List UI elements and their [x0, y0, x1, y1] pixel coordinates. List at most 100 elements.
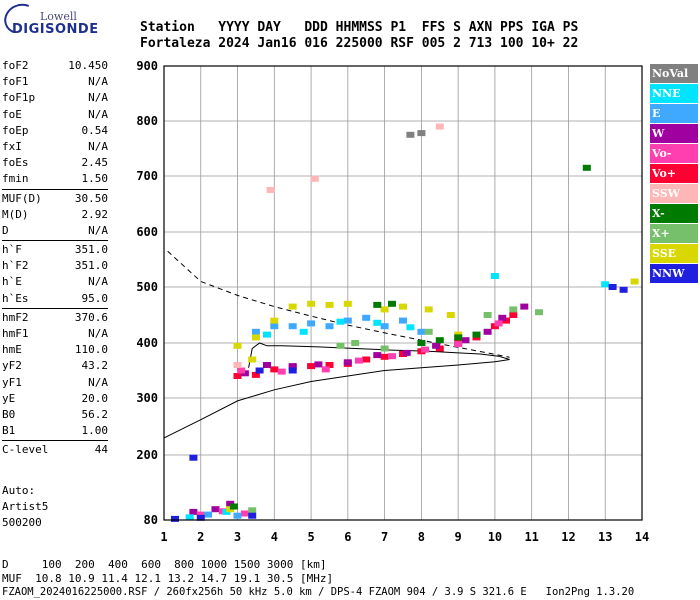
- param-value: N/A: [88, 139, 108, 153]
- trace-point-noval: [406, 131, 415, 138]
- param-row: B0 56.2: [2, 407, 108, 423]
- x-tick-label: 13: [598, 530, 612, 544]
- trace-point-e: [343, 317, 352, 324]
- param-name: h`F2: [2, 259, 29, 273]
- auto-label: Auto:: [2, 484, 36, 497]
- trace-point-x: [424, 328, 433, 335]
- param-row: foF1 N/A: [2, 74, 108, 90]
- trace-point-e: [251, 328, 260, 335]
- trace-point-e: [325, 323, 334, 330]
- footer-muf-row: MUF 10.8 10.9 11.4 12.1 13.2 14.7 19.1 3…: [2, 572, 334, 585]
- trace-point-sse: [325, 301, 334, 308]
- trace-point-e: [204, 511, 213, 518]
- trace-point-vo: [354, 357, 363, 364]
- trace-point-ssw: [310, 175, 319, 182]
- x-tick-label: 4: [271, 530, 278, 544]
- trace-point-vo: [362, 356, 371, 363]
- trace-point-e: [399, 317, 407, 324]
- trace-point-w: [520, 303, 529, 310]
- param-row: foE N/A: [2, 107, 108, 123]
- trace-point-ssw: [233, 362, 242, 368]
- param-row: foEp 0.54: [2, 123, 108, 139]
- x-tick-label: 8: [418, 530, 425, 544]
- trace-point-nne: [601, 281, 610, 288]
- plot-border: [163, 65, 643, 521]
- param-value: 95.0: [81, 291, 109, 305]
- param-value: 1.50: [81, 172, 109, 186]
- legend-item-sse: SSE: [650, 244, 698, 263]
- trace-point-vo: [325, 362, 334, 368]
- param-row: hmF1 N/A: [2, 326, 108, 342]
- trace-point-x: [535, 309, 543, 316]
- x-tick-label: 7: [381, 530, 388, 544]
- trace-point-vo: [321, 366, 330, 373]
- param-name: foF2: [2, 59, 29, 72]
- trace-point-x: [229, 503, 238, 510]
- y-tick-label: 300: [136, 391, 158, 405]
- x-tick-label: 14: [635, 530, 649, 544]
- trace-point-sse: [424, 306, 433, 313]
- x-tick-label: 5: [307, 530, 314, 544]
- auto-artist: Artist5: [2, 500, 49, 513]
- y-tick-label: 700: [136, 169, 158, 183]
- param-row: MUF(D) 30.50: [2, 191, 108, 207]
- param-name: foF1: [2, 75, 29, 89]
- footer-file-row: FZAOM_2024016225000.RSF / 260fx256h 50 k…: [2, 586, 635, 598]
- trace-point-sse: [251, 334, 260, 341]
- trace-point-vo: [454, 341, 463, 348]
- param-name: fxI: [2, 139, 22, 153]
- param-value: 2.45: [81, 156, 109, 170]
- y-tick-label: 600: [136, 225, 158, 239]
- param-separator: [2, 240, 108, 242]
- y-tick-label: 900: [136, 59, 158, 73]
- param-value: N/A: [88, 91, 108, 105]
- param-row: fxI N/A: [2, 139, 108, 155]
- trace-point-noval: [417, 130, 426, 137]
- trace-point-x: [336, 342, 345, 349]
- param-value: 10.450: [68, 59, 108, 72]
- trace-point-x: [351, 340, 360, 346]
- trace-point-nne: [336, 318, 345, 325]
- param-value: N/A: [88, 327, 108, 340]
- param-row: yE 20.0: [2, 391, 108, 407]
- trace-point-nne: [373, 319, 382, 326]
- x-tick-label: 1: [160, 530, 167, 544]
- trace-point-vo: [307, 363, 316, 370]
- param-name: fmin: [2, 172, 29, 186]
- legend-item-nnw: NNW: [650, 264, 698, 283]
- param-name: MUF(D): [2, 191, 42, 205]
- y-tick-label: 80: [144, 513, 158, 527]
- trace-point-sse: [288, 303, 297, 310]
- param-value: 351.0: [74, 259, 108, 273]
- param-value: 1.00: [81, 424, 109, 438]
- trace-point-nnw: [288, 367, 297, 374]
- logo-lowell: Lowell: [40, 10, 77, 23]
- legend-item-vo: Vo-: [650, 144, 698, 163]
- trace-point-x: [388, 300, 396, 307]
- trace-point-nnw: [619, 286, 628, 293]
- param-row: h`E N/A: [2, 274, 108, 290]
- trace-point-w: [343, 359, 352, 366]
- trace-point-x: [582, 164, 591, 171]
- param-row: foEs 2.45: [2, 155, 108, 171]
- param-name: hmF2: [2, 310, 29, 324]
- legend-item-noval: NoVal: [650, 64, 698, 83]
- param-name: foF1p: [2, 91, 36, 105]
- param-value: 44: [94, 443, 108, 457]
- param-row: B1 1.00: [2, 423, 108, 439]
- param-value: 30.50: [74, 191, 108, 205]
- trace-point-e: [270, 323, 279, 330]
- param-value: 20.0: [81, 391, 109, 405]
- param-name: h`F: [2, 243, 22, 257]
- param-row: D N/A: [2, 223, 108, 239]
- param-name: yE: [2, 391, 16, 405]
- param-value: N/A: [88, 275, 108, 289]
- legend-item-vo: Vo+: [650, 164, 698, 183]
- param-value: N/A: [88, 75, 108, 89]
- param-name: foEs: [2, 156, 29, 170]
- y-tick-label: 500: [136, 280, 158, 294]
- legend-item-ssw: SSW: [650, 184, 698, 203]
- parameter-table: foF2 10.450 foF1 N/A foF1p N/A foE N/A foEp 0.54 f…: [2, 58, 108, 459]
- trace-point-w: [402, 349, 411, 356]
- trace-point-e: [233, 512, 242, 519]
